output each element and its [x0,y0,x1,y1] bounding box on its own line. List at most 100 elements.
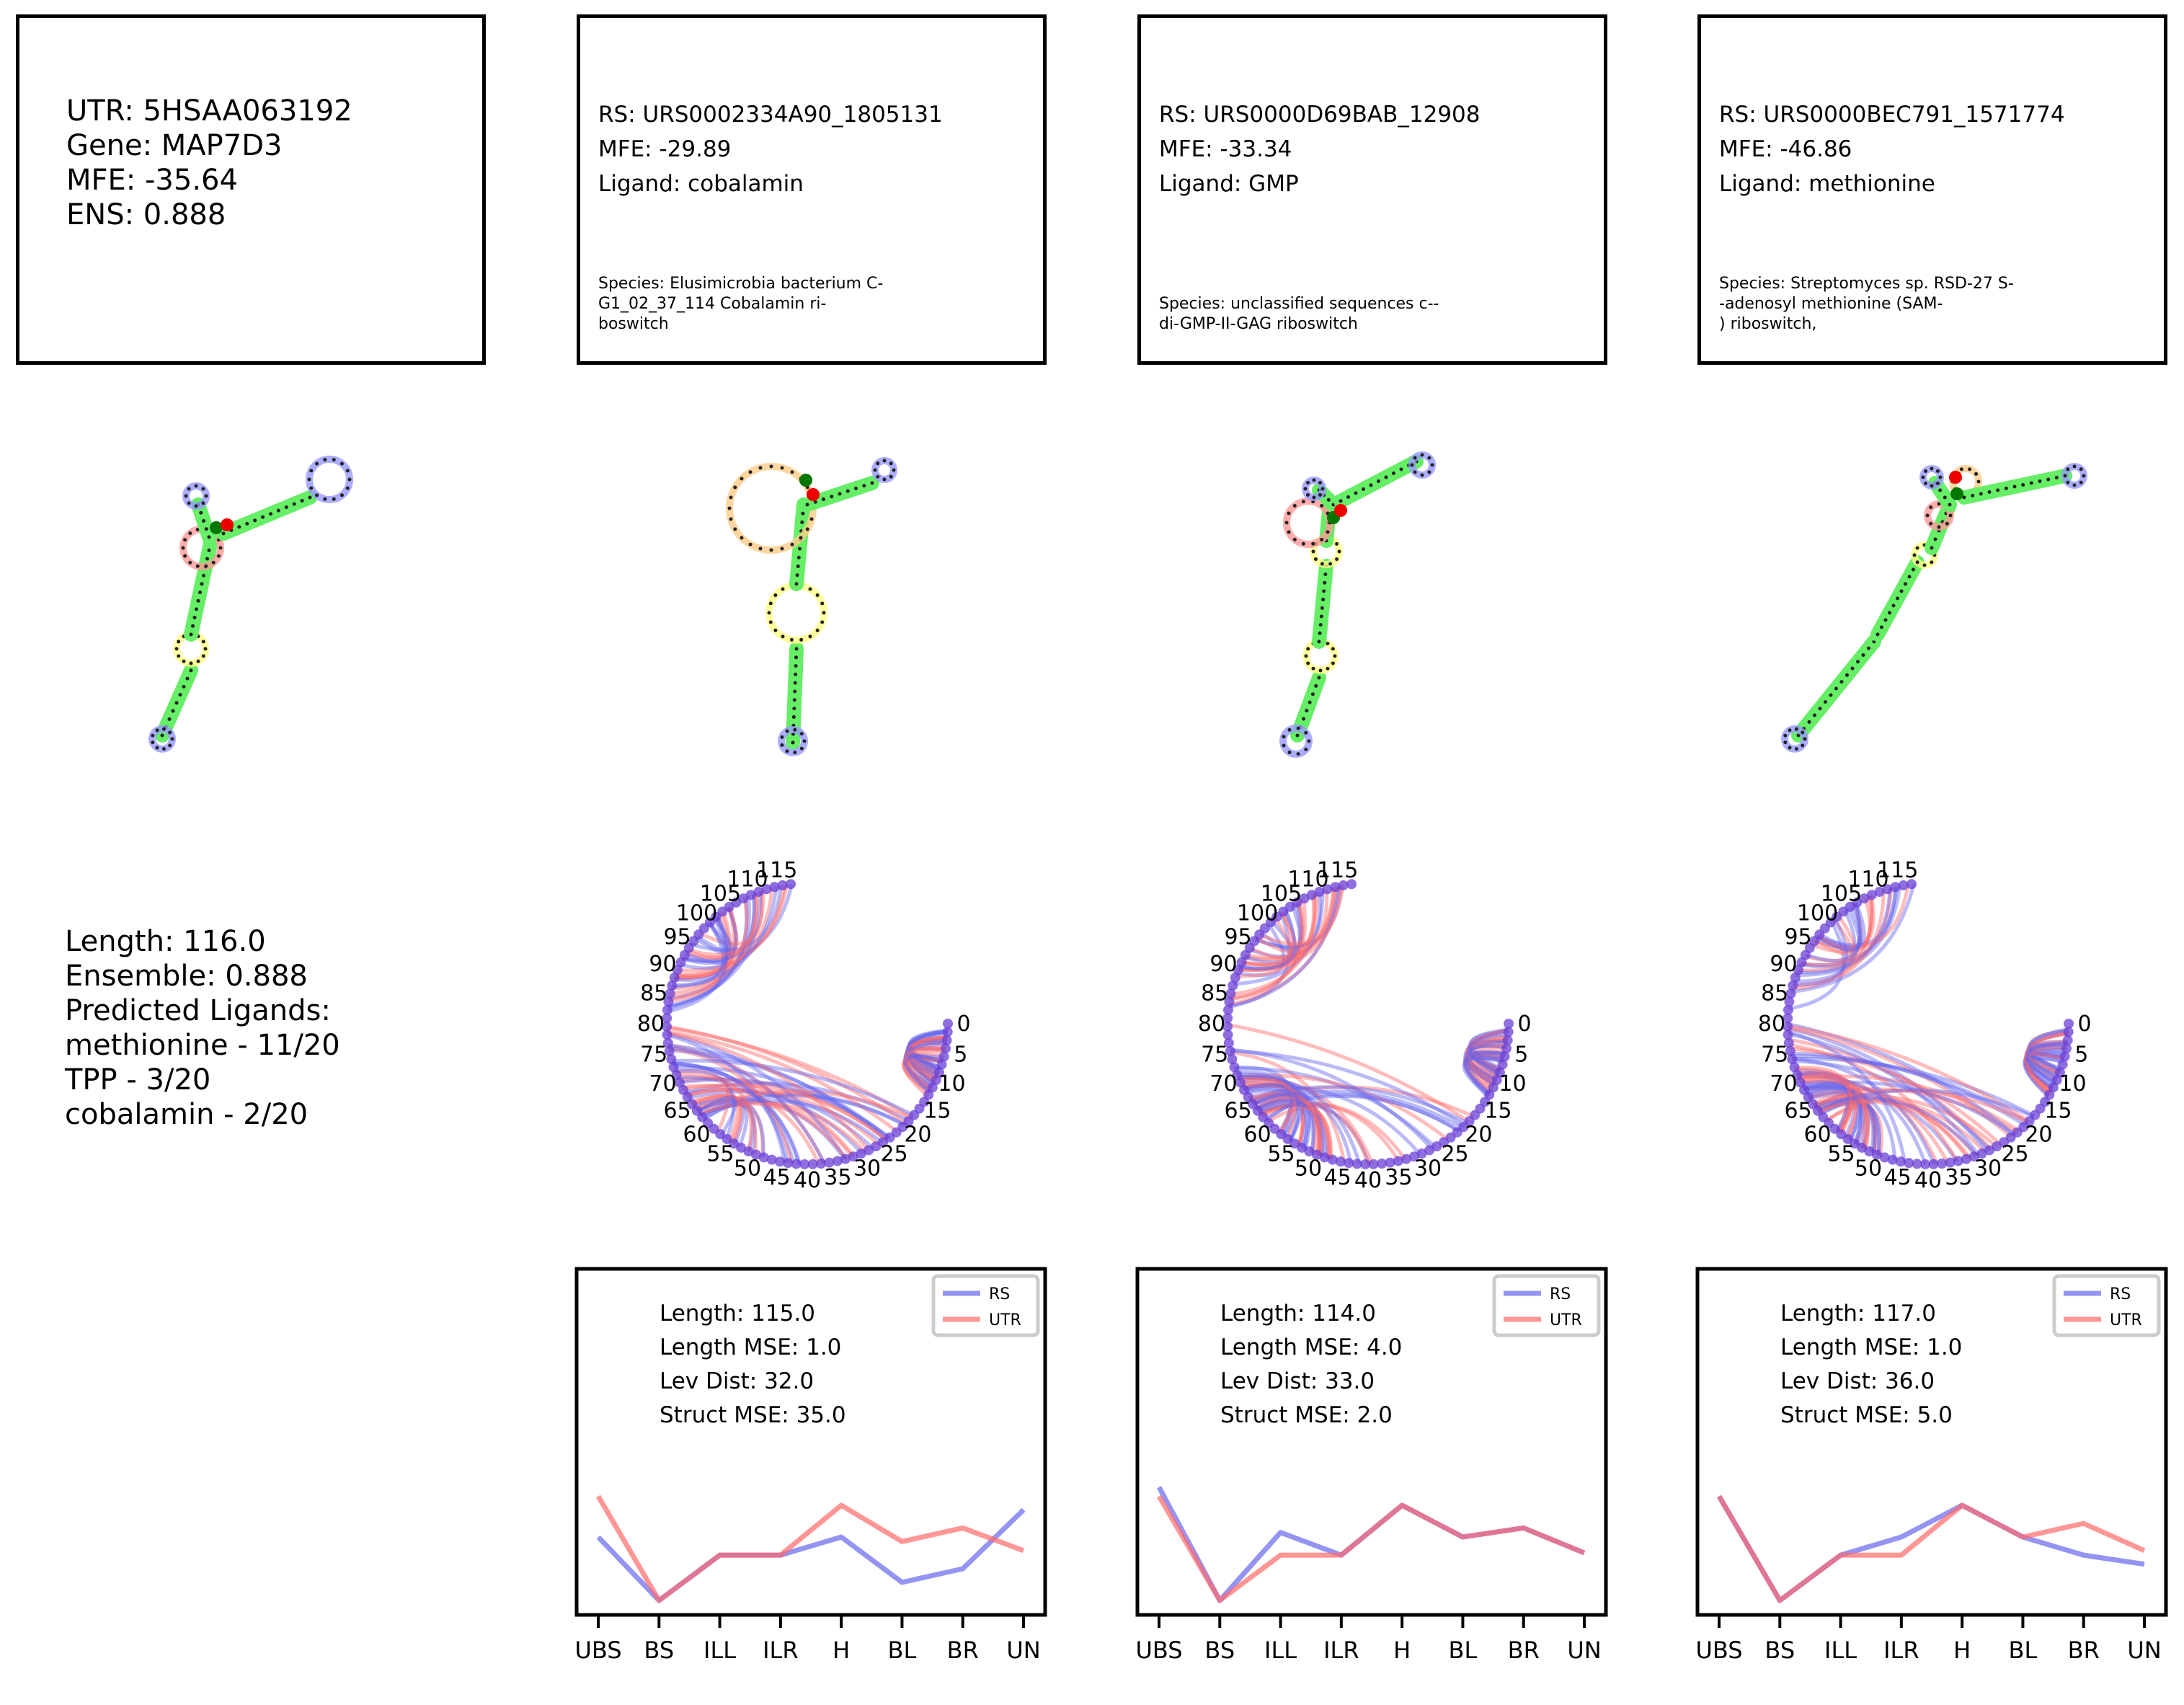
pairing-chord [1228,912,1292,1008]
base-dot [1924,469,1928,474]
pairing-chord [1795,1068,1870,1151]
position-label: 80 [637,1011,665,1037]
pairing-chord [1817,1100,1972,1159]
pairing-chord [1259,1102,1400,1162]
pairing-chord [1258,1094,1460,1133]
base-dot [1337,549,1341,554]
pairing-chord [1462,1050,1506,1095]
pairing-chord [681,1084,820,1165]
pairing-chord [667,891,763,1009]
chart-annotation: Length MSE: 4.0 [1220,1334,1402,1360]
pairing-chord [1808,1087,2018,1135]
pairing-chord [1468,1033,1509,1073]
base-dot [182,659,186,663]
position-label: 95 [663,924,691,949]
legend: RS UTR [931,1274,1040,1337]
x-tick-label: ILL [703,1637,736,1664]
nucleotide-dot [1928,1159,1939,1169]
pairing-chord [1793,895,1874,988]
position-label: 15 [923,1099,951,1124]
pairing-chord [1798,887,1894,973]
pairing-chord [672,1061,796,1164]
pairing-chord [1808,1092,1958,1163]
pairing-chord [1817,914,1857,953]
position-label: 80 [1198,1011,1225,1037]
base-dot [1306,492,1310,497]
nucleotide-dot [2051,1075,2062,1086]
base-dot [161,727,166,731]
rs-ligand: Ligand: cobalamin [598,171,804,197]
pairing-chord [1467,1052,1505,1072]
base-dot [1971,494,1975,497]
base-dot [204,527,208,531]
base-dot [1308,700,1312,704]
base-dot [1304,730,1308,735]
pairing-chord [1465,1050,1506,1082]
nucleotide-dot [2061,1043,2072,1054]
pairing-chord [1467,1053,1504,1071]
base-dot [1430,463,1434,467]
position-label: 50 [734,1156,761,1181]
base-dot [1301,541,1305,546]
base-dot [167,717,172,721]
position-label: 5 [1514,1042,1528,1067]
base-dot [1856,660,1860,664]
x-tick-label: BL [888,1637,917,1664]
legend-label: UTR [2110,1311,2142,1329]
base-dot [177,654,181,658]
pairing-chord [1813,1089,2029,1125]
base-dot [1801,743,1805,748]
pairing-chord [1229,900,1304,1001]
base-dot [1929,521,1933,526]
base-dot [2066,467,2070,471]
pairing-chord [1468,1029,1509,1071]
base-dot [1369,483,1373,487]
base-dot [182,685,186,688]
x-tick-label: BR [1508,1637,1540,1664]
base-dot [1331,647,1335,651]
position-label: 115 [1317,858,1358,883]
pairing-chord [1792,1056,2036,1118]
base-dot [183,538,187,542]
pairing-chord [1790,883,1916,994]
pairing-chord [1238,1074,1315,1153]
pairing-chord [1252,1095,1323,1156]
pairing-chord [1467,1044,1507,1076]
utr-mfe: MFE: -35.64 [66,164,238,197]
pairing-chord [1245,886,1339,960]
structure-line-chart-3: UBS BS ILL ILR H BL BR UN Length: 117.0 Length MS… [1695,1267,2168,1664]
base-dot [2046,477,2051,482]
base-dot [1935,481,1940,485]
base-dot [1876,632,1880,637]
pairing-chord [668,906,736,1004]
base-dot [1318,631,1322,635]
pairing-chord [687,893,759,957]
nucleotide-dot [1871,1149,1882,1160]
pairing-chord [1465,1050,1506,1083]
nucleotide-dot [1232,1070,1243,1081]
pairing-chord [682,893,756,964]
base-dot [1948,513,1953,518]
base-dot [1335,541,1339,546]
position-label: 40 [1354,1168,1382,1193]
pairing-chord [1254,1097,1320,1156]
nucleotide-dot [783,1158,794,1169]
pairing-chord [1242,1082,1305,1147]
base-dot [1323,580,1327,585]
legend-label: UTR [1550,1311,1582,1329]
pairing-chord [1793,917,1848,986]
pairing-chord [903,1035,948,1093]
pairing-chord [905,1052,945,1084]
pairing-chord [1796,1071,1850,1132]
pairing-chord [701,1099,745,1145]
base-dot [195,528,200,532]
nucleotide-dot [1920,1159,1931,1169]
position-label: 100 [1237,901,1278,926]
position-label: 85 [1761,981,1788,1006]
pairing-chord [1800,903,1863,969]
nucleotide-dot [663,996,674,1007]
pairing-chord [675,1068,736,1140]
pairing-chord [1248,1091,1331,1159]
secondary-structure-utr [148,456,353,753]
base-dot [1912,553,1917,557]
